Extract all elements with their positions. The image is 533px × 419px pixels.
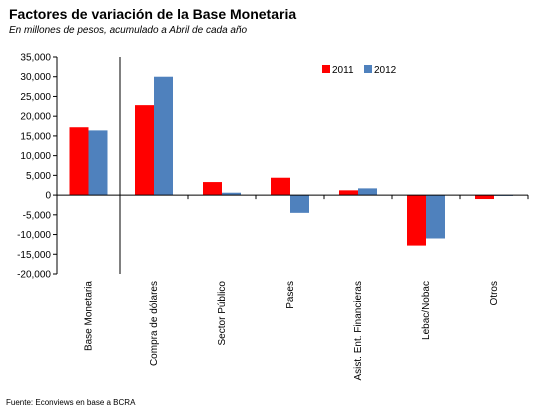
chart-subtitle: En millones de pesos, acumulado a Abril … <box>9 25 248 36</box>
y-tick-label: 20,000 <box>20 112 51 123</box>
bar-2012 <box>154 76 173 196</box>
bar-2011 <box>69 127 89 196</box>
category-label: Sector Público <box>217 281 228 346</box>
y-tick-label: 0 <box>45 191 51 202</box>
y-tick-label: 10,000 <box>20 151 51 162</box>
chart-title: Factores de variación de la Base Monetar… <box>9 6 297 22</box>
legend-swatch-2012 <box>364 65 372 73</box>
y-axis-ticks: 35,000 30,000 25,000 20,000 15,000 10,000 5,00… <box>17 53 57 281</box>
y-tick-label: 35,000 <box>20 53 51 64</box>
category-label: Asist. Ent. Financieras <box>353 281 364 380</box>
bar-2011 <box>407 195 426 246</box>
y-tick-label: 25,000 <box>20 92 51 103</box>
y-tick-label: -10,000 <box>17 230 51 241</box>
category-label: Otros <box>489 281 500 305</box>
y-tick-label: 30,000 <box>20 72 51 83</box>
bar-2011 <box>339 190 358 196</box>
bars <box>69 76 513 246</box>
legend-label-2012: 2012 <box>374 65 397 76</box>
source-note: Fuente: Econviews en base a BCRA <box>6 398 136 407</box>
y-tick-label: 15,000 <box>20 131 51 142</box>
y-tick-label: -5,000 <box>23 210 52 221</box>
bar-2012 <box>290 195 309 213</box>
bar-2012 <box>222 192 241 196</box>
category-label: Compra de dólares <box>149 281 160 366</box>
legend: 2011 2012 <box>322 65 397 76</box>
category-label: Lebac/Nobac <box>421 281 432 340</box>
category-label: Base Monetaria <box>84 281 95 351</box>
y-tick-label: -15,000 <box>17 250 51 261</box>
bar-2011 <box>135 105 154 196</box>
y-tick-label: 5,000 <box>26 171 51 182</box>
category-label: Pases <box>285 281 296 309</box>
bar-2012 <box>358 188 377 196</box>
bar-2011 <box>271 177 290 196</box>
bar-2012 <box>426 195 445 239</box>
bar-2011 <box>475 195 494 200</box>
axes <box>56 57 529 274</box>
bar-2012 <box>88 130 108 196</box>
legend-swatch-2011 <box>322 65 330 73</box>
bar-2011 <box>203 182 222 196</box>
legend-label-2011: 2011 <box>332 65 354 76</box>
y-tick-label: -20,000 <box>17 270 51 281</box>
category-labels: Base Monetaria Compra de dólares Sector Pú… <box>84 281 501 381</box>
